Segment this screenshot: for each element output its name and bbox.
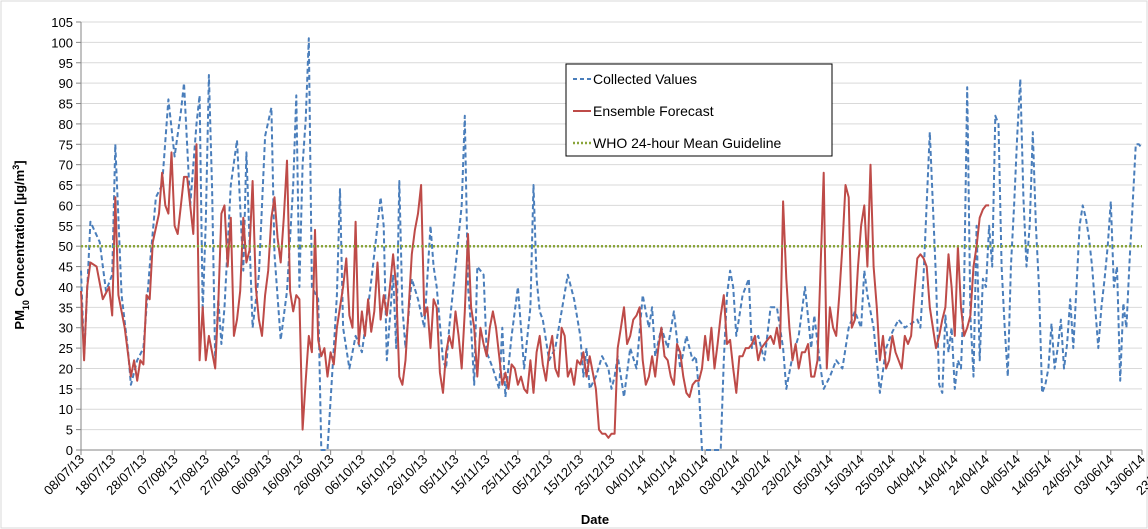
y-tick-label: 35: [59, 300, 73, 315]
y-tick-label: 45: [59, 260, 73, 275]
y-axis-title: PM10 Concentration [µg/m3]: [11, 160, 31, 329]
y-tick-label: 15: [59, 382, 73, 397]
y-tick-label: 50: [59, 239, 73, 254]
y-tick-label: 10: [59, 402, 73, 417]
y-tick-label: 30: [59, 321, 73, 336]
y-tick-label: 75: [59, 137, 73, 152]
legend-label-guideline: WHO 24-hour Mean Guideline: [593, 135, 782, 151]
x-axis-title: Date: [581, 512, 609, 527]
y-tick-label: 105: [51, 15, 73, 30]
legend-box: [565, 63, 833, 157]
y-tick-label: 65: [59, 178, 73, 193]
y-tick-label: 100: [51, 35, 73, 50]
legend-label-collected: Collected Values: [593, 71, 697, 87]
series-line-ensemble-forecast: [80, 143, 990, 439]
y-tick-label: 80: [59, 117, 73, 132]
y-tick-label: 25: [59, 341, 73, 356]
y-tick-label: 40: [59, 280, 73, 295]
y-tick-label: 55: [59, 219, 73, 234]
y-tick-label: 5: [66, 423, 73, 438]
y-tick-label: 20: [59, 361, 73, 376]
y-tick-label: 0: [66, 443, 73, 458]
y-tick-label: 60: [59, 198, 73, 213]
legend: Collected Values Ensemble Forecast WHO 2…: [565, 63, 833, 157]
y-tick-label: 95: [59, 56, 73, 71]
legend-label-forecast: Ensemble Forecast: [593, 103, 714, 119]
y-tick-label: 85: [59, 97, 73, 112]
y-axis-tick-labels: 0 5 10 15 20 25 30 35 40 45 50 55 60 65 70 75 80 85 90 95 10…: [51, 15, 81, 458]
y-tick-label: 90: [59, 76, 73, 91]
y-tick-label: 70: [59, 158, 73, 173]
data-series: [80, 37, 1143, 451]
